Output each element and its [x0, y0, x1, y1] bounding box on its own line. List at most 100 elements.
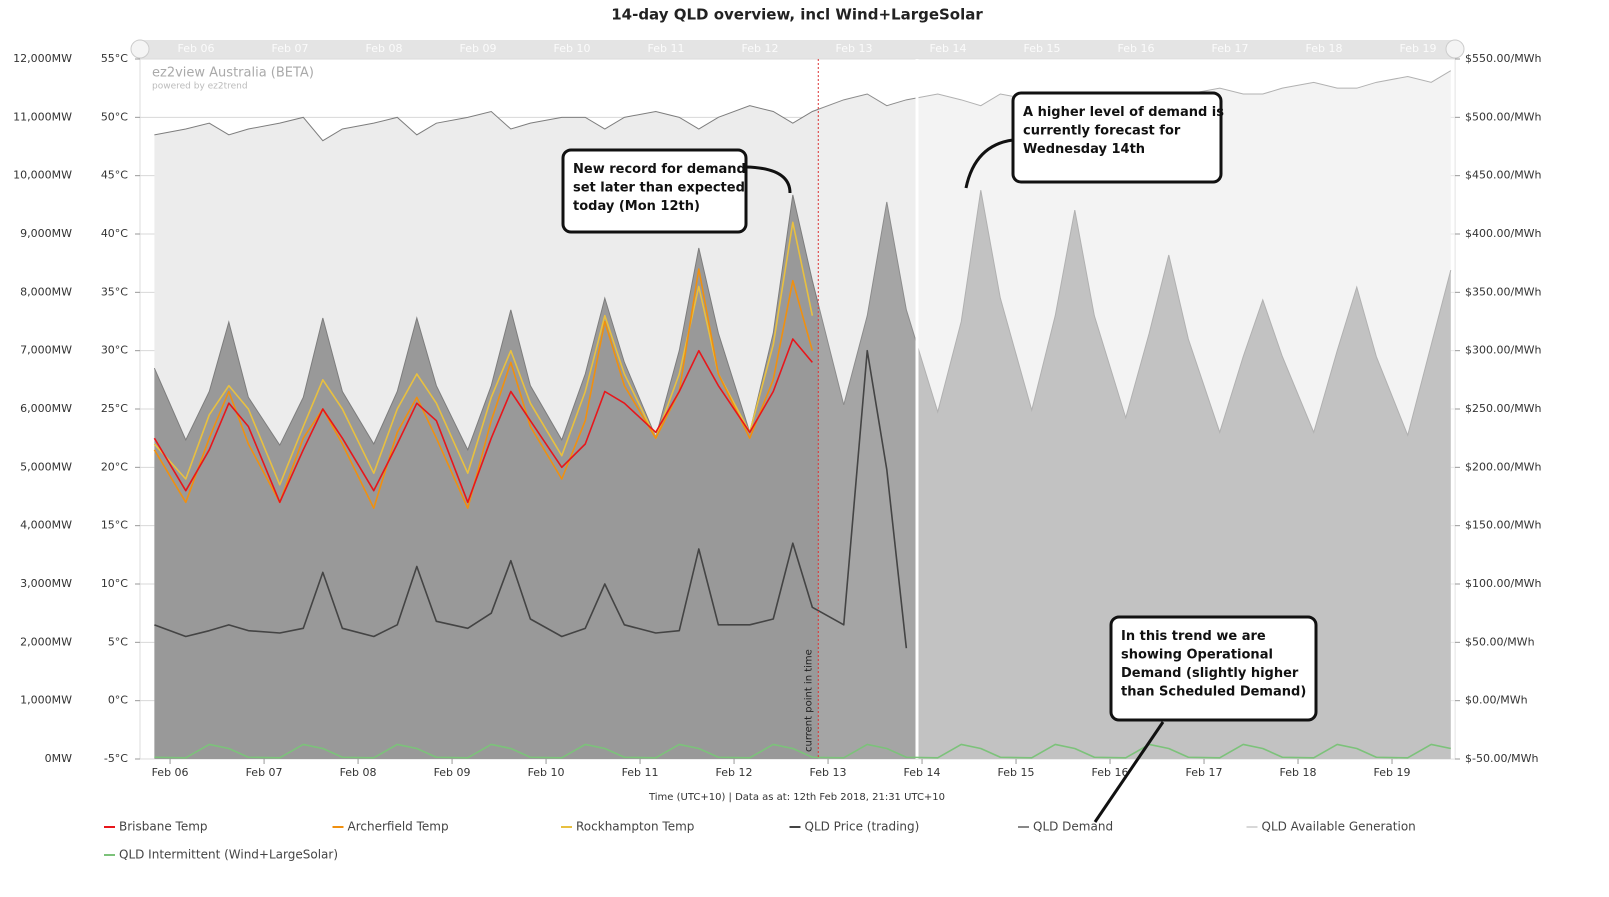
x-tick-label: Feb 17: [1186, 766, 1223, 779]
y2-tick-label: 40°C: [101, 227, 128, 240]
x-tick-label: Feb 12: [716, 766, 753, 779]
nav-label: Feb 14: [930, 42, 967, 55]
y3-tick-label: $400.00/MWh: [1465, 227, 1542, 240]
nav-label: Feb 08: [366, 42, 403, 55]
legend-label: Archerfield Temp: [348, 820, 449, 834]
x-tick-label: Feb 09: [434, 766, 471, 779]
nav-label: Feb 06: [178, 42, 215, 55]
x-tick-label: Feb 14: [904, 766, 941, 779]
y-tick-label: 1,000MW: [20, 694, 72, 707]
callout-text: than Scheduled Demand): [1121, 685, 1306, 700]
y3-tick-label: $300.00/MWh: [1465, 344, 1542, 357]
y2-tick-label: 5°C: [108, 635, 128, 648]
callout-text: Wednesday 14th: [1023, 142, 1145, 157]
y2-tick-label: 45°C: [101, 169, 128, 182]
y2-tick-label: 0°C: [108, 694, 128, 707]
series-line: [153, 338, 813, 504]
y3-tick-label: $150.00/MWh: [1465, 519, 1542, 532]
y3-tick-label: $450.00/MWh: [1465, 169, 1542, 182]
watermark: ez2view Australia (BETA): [152, 66, 314, 81]
y3-tick-label: $-50.00/MWh: [1465, 752, 1539, 765]
y3-tick-label: $500.00/MWh: [1465, 110, 1542, 123]
y2-tick-label: 20°C: [101, 460, 128, 473]
x-tick-label: Feb 10: [528, 766, 565, 779]
callout-text: Demand (slightly higher: [1121, 666, 1299, 681]
y-tick-label: 8,000MW: [20, 285, 72, 298]
callout-box: [1011, 91, 1223, 184]
callout-box: [1109, 615, 1318, 722]
y-tick-label: 4,000MW: [20, 519, 72, 532]
series-line: [153, 221, 814, 486]
area-line: [154, 70, 1452, 142]
x-tick-label: Feb 18: [1280, 766, 1317, 779]
legend-label: QLD Price (trading): [805, 820, 920, 834]
callout-connector: [745, 165, 792, 194]
y3-tick-label: $0.00/MWh: [1465, 694, 1528, 707]
y-tick-label: 0MW: [45, 752, 72, 765]
callout-connector: [964, 138, 1014, 189]
callout-box: [561, 148, 748, 234]
legend-label: QLD Available Generation: [1262, 820, 1416, 834]
nav-label: Feb 18: [1306, 42, 1343, 55]
nav-label: Feb 11: [648, 42, 685, 55]
y-tick-label: 12,000MW: [13, 52, 72, 65]
y2-tick-label: 55°C: [101, 52, 128, 65]
y3-tick-label: $550.00/MWh: [1465, 52, 1542, 65]
y-tick-label: 5,000MW: [20, 460, 72, 473]
x-axis-title: Time (UTC+10) | Data as at: 12th Feb 201…: [648, 792, 945, 803]
current-time-label: current point in time: [803, 649, 814, 752]
nav-label: Feb 16: [1118, 42, 1155, 55]
y-tick-label: 9,000MW: [20, 227, 72, 240]
y2-tick-label: 10°C: [101, 577, 128, 590]
x-tick-label: Feb 06: [152, 766, 189, 779]
callout-text: New record for demand: [573, 162, 746, 177]
nav-label: Feb 12: [742, 42, 779, 55]
callout-text: showing Operational: [1121, 648, 1273, 663]
callout-text: today (Mon 12th): [573, 199, 700, 214]
nav-label: Feb 07: [272, 42, 309, 55]
y3-tick-label: $100.00/MWh: [1465, 577, 1542, 590]
x-tick-label: Feb 11: [622, 766, 659, 779]
y2-tick-label: 30°C: [101, 344, 128, 357]
nav-label: Feb 13: [836, 42, 873, 55]
y2-tick-label: 25°C: [101, 402, 128, 415]
series-line: [154, 349, 908, 649]
y-tick-label: 7,000MW: [20, 344, 72, 357]
nav-label: Feb 17: [1212, 42, 1249, 55]
legend-label: QLD Intermittent (Wind+LargeSolar): [119, 848, 338, 862]
y3-tick-label: $200.00/MWh: [1465, 460, 1542, 473]
y-tick-label: 10,000MW: [13, 169, 72, 182]
callout-connector: [1093, 721, 1165, 823]
nav-label: Feb 15: [1024, 42, 1061, 55]
nav-handle[interactable]: [130, 39, 150, 59]
callout-text: currently forecast for: [1023, 124, 1181, 139]
x-tick-label: Feb 07: [246, 766, 283, 779]
nav-label: Feb 19: [1400, 42, 1437, 55]
legend-label: Rockhampton Temp: [576, 820, 694, 834]
chart-title: 14-day QLD overview, incl Wind+LargeSola…: [611, 6, 983, 24]
y2-tick-label: -5°C: [104, 752, 128, 765]
navigator[interactable]: [140, 40, 1455, 59]
x-tick-label: Feb 19: [1374, 766, 1411, 779]
x-tick-label: Feb 13: [810, 766, 847, 779]
area-line: [153, 190, 1452, 452]
x-tick-label: Feb 15: [998, 766, 1035, 779]
x-tick-label: Feb 16: [1092, 766, 1129, 779]
watermark-sub: powered by ez2trend: [152, 82, 248, 92]
y2-tick-label: 50°C: [101, 110, 128, 123]
series-line: [153, 268, 814, 509]
y3-tick-label: $50.00/MWh: [1465, 635, 1535, 648]
y3-tick-label: $250.00/MWh: [1465, 402, 1542, 415]
y-tick-label: 11,000MW: [13, 110, 72, 123]
legend-label: Brisbane Temp: [119, 820, 208, 834]
callout-text: In this trend we are: [1121, 629, 1266, 644]
y-tick-label: 6,000MW: [20, 402, 72, 415]
y-tick-label: 3,000MW: [20, 577, 72, 590]
nav-handle[interactable]: [1445, 39, 1465, 59]
series-line: [154, 743, 1451, 759]
callout-text: set later than expected: [573, 181, 745, 196]
y2-tick-label: 15°C: [101, 519, 128, 532]
nav-label: Feb 09: [460, 42, 497, 55]
